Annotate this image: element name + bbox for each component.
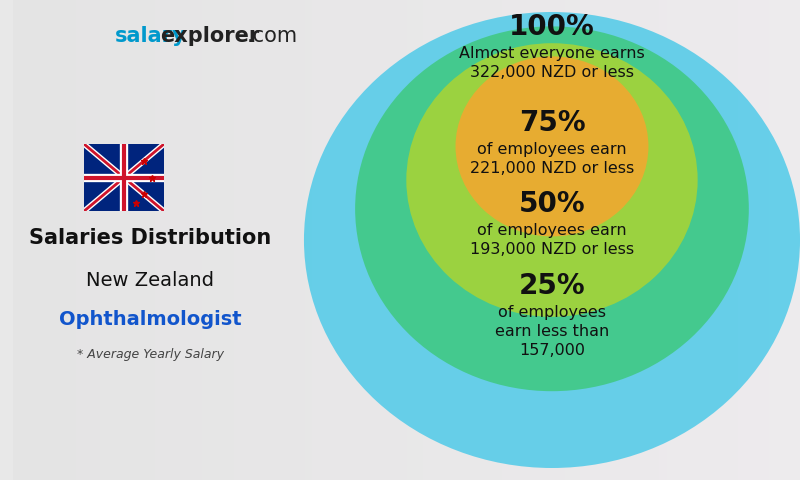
Text: explorer: explorer — [160, 26, 259, 47]
Ellipse shape — [455, 57, 649, 237]
Ellipse shape — [304, 12, 800, 468]
Text: Almost everyone earns
322,000 NZD or less: Almost everyone earns 322,000 NZD or les… — [459, 46, 645, 80]
Text: of employees earn
221,000 NZD or less: of employees earn 221,000 NZD or less — [470, 142, 634, 176]
Ellipse shape — [406, 43, 698, 317]
Text: New Zealand: New Zealand — [86, 271, 214, 290]
Text: salary: salary — [114, 26, 186, 47]
Text: * Average Yearly Salary: * Average Yearly Salary — [77, 348, 224, 361]
Text: 100%: 100% — [509, 13, 595, 41]
Text: of employees
earn less than
157,000: of employees earn less than 157,000 — [495, 305, 609, 358]
Text: Salaries Distribution: Salaries Distribution — [30, 228, 271, 248]
Text: of employees earn
193,000 NZD or less: of employees earn 193,000 NZD or less — [470, 223, 634, 257]
Text: .com: .com — [247, 26, 298, 47]
Text: 75%: 75% — [518, 109, 586, 137]
Text: 50%: 50% — [518, 191, 586, 218]
Text: 25%: 25% — [518, 272, 586, 300]
Text: Ophthalmologist: Ophthalmologist — [59, 310, 242, 329]
Ellipse shape — [355, 26, 749, 391]
